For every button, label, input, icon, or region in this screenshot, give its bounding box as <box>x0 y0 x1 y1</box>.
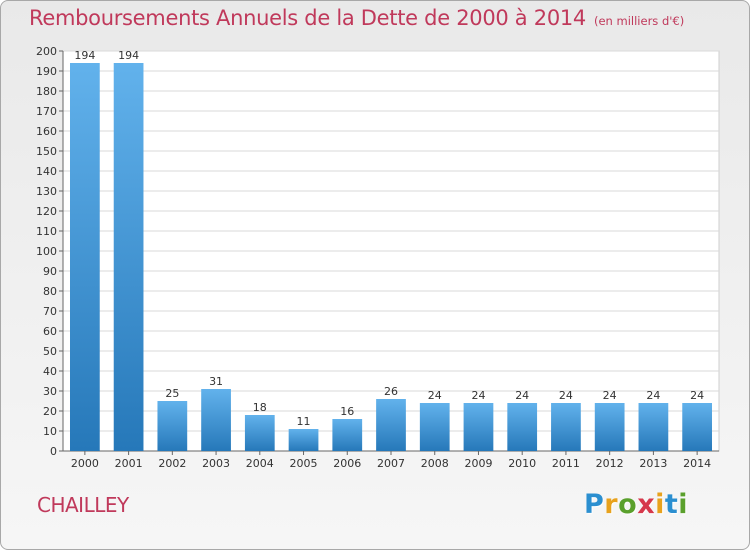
bar-value-label: 25 <box>165 387 179 400</box>
bar <box>157 401 188 451</box>
bar <box>288 429 319 451</box>
x-tick-label: 2012 <box>596 457 624 470</box>
x-tick-label: 2002 <box>158 457 186 470</box>
bar-value-label: 24 <box>471 389 485 402</box>
bar <box>244 415 275 451</box>
y-tick-label: 160 <box>36 125 57 138</box>
bar <box>551 403 581 451</box>
y-tick-label: 20 <box>43 405 57 418</box>
chart-unit: (en milliers d'€) <box>594 14 685 28</box>
proxiti-logo: Proxiti <box>584 489 688 520</box>
y-tick-label: 190 <box>36 65 57 78</box>
bar <box>682 403 713 451</box>
y-tick-label: 170 <box>36 105 57 118</box>
y-tick-label: 70 <box>43 305 57 318</box>
bar <box>594 403 625 451</box>
x-tick-label: 2013 <box>639 457 667 470</box>
y-tick-label: 130 <box>36 185 57 198</box>
x-tick-label: 2006 <box>333 457 361 470</box>
bar-value-label: 24 <box>603 389 617 402</box>
bar-value-label: 24 <box>690 389 704 402</box>
x-tick-label: 2014 <box>683 457 711 470</box>
logo-letter: P <box>584 489 605 520</box>
y-tick-label: 150 <box>36 145 57 158</box>
bar-value-label: 16 <box>340 405 354 418</box>
x-tick-label: 2011 <box>552 457 580 470</box>
chart-title: Remboursements Annuels de la Dette de 20… <box>29 6 684 30</box>
y-tick-label: 140 <box>36 165 57 178</box>
x-tick-label: 2003 <box>202 457 230 470</box>
chart-title-text: Remboursements Annuels de la Dette de 20… <box>29 6 586 30</box>
x-tick-label: 2004 <box>246 457 274 470</box>
y-tick-label: 110 <box>36 225 57 238</box>
logo-letter: i <box>655 489 665 520</box>
commune-name: CHAILLEY <box>37 493 129 517</box>
bar-value-label: 194 <box>74 49 95 62</box>
bar <box>376 399 406 451</box>
bar-value-label: 26 <box>384 385 398 398</box>
y-tick-label: 80 <box>43 285 57 298</box>
bar-value-label: 24 <box>646 389 660 402</box>
logo-letter: x <box>637 489 656 520</box>
y-tick-label: 200 <box>36 45 57 58</box>
x-tick-label: 2009 <box>464 457 492 470</box>
bar <box>113 63 144 451</box>
x-tick-label: 2005 <box>290 457 318 470</box>
y-tick-label: 120 <box>36 205 57 218</box>
y-tick-label: 60 <box>43 325 57 338</box>
y-tick-label: 0 <box>50 445 57 458</box>
bar-value-label: 18 <box>253 401 267 414</box>
bar <box>201 389 231 451</box>
logo-letter: r <box>604 489 619 520</box>
y-tick-label: 50 <box>43 345 57 358</box>
logo-letter: i <box>678 489 689 520</box>
bar-value-label: 24 <box>559 389 573 402</box>
bar-value-label: 31 <box>209 375 223 388</box>
bar-value-label: 24 <box>515 389 529 402</box>
bar <box>463 403 494 451</box>
y-tick-label: 10 <box>43 425 57 438</box>
y-tick-label: 100 <box>36 245 57 258</box>
y-tick-label: 40 <box>43 365 57 378</box>
x-tick-label: 2001 <box>115 457 143 470</box>
logo-letter: o <box>618 489 638 520</box>
y-tick-label: 180 <box>36 85 57 98</box>
bar <box>419 403 450 451</box>
x-tick-label: 2007 <box>377 457 405 470</box>
x-tick-label: 2008 <box>421 457 449 470</box>
x-tick-label: 2010 <box>508 457 536 470</box>
y-tick-label: 90 <box>43 265 57 278</box>
y-tick-label: 30 <box>43 385 57 398</box>
bar <box>332 419 363 451</box>
bar-value-label: 194 <box>118 49 139 62</box>
bar <box>69 63 100 451</box>
bar <box>638 403 669 451</box>
logo-letter: t <box>664 489 679 520</box>
bar-value-label: 11 <box>297 415 311 428</box>
x-tick-label: 2000 <box>71 457 99 470</box>
bar-value-label: 24 <box>428 389 442 402</box>
bar <box>507 403 538 451</box>
